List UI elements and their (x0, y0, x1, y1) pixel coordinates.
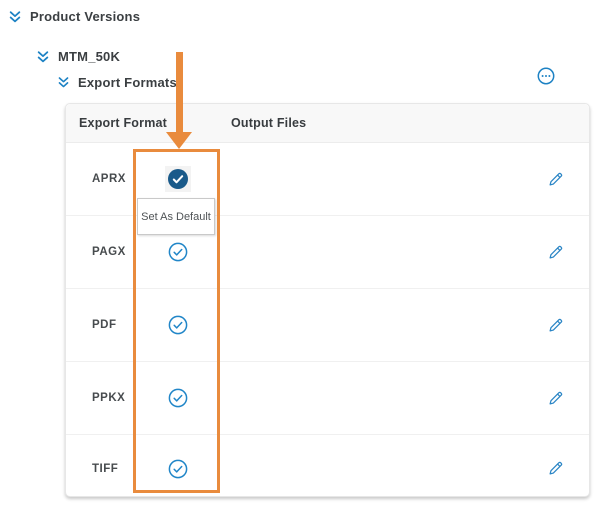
check-circle-outline-icon (168, 459, 188, 478)
pencil-icon (549, 391, 562, 404)
export-format-label: PPKX (92, 392, 126, 404)
ellipsis-circle-icon (537, 67, 555, 85)
table-row: TIFF (66, 434, 589, 502)
set-default-button[interactable] (165, 312, 191, 338)
edit-button[interactable] (544, 387, 566, 409)
edit-button[interactable] (544, 458, 566, 480)
tree-item-product-versions[interactable]: Product Versions (8, 9, 140, 24)
tree-label-product-versions: Product Versions (30, 9, 141, 24)
edit-button[interactable] (544, 241, 566, 263)
table-header: Export Format Output Files (66, 104, 589, 143)
check-circle-outline-icon (168, 315, 188, 335)
double-chevron-down-icon[interactable] (57, 76, 70, 89)
export-format-label: TIFF (92, 462, 119, 475)
table-row: PPKX (66, 361, 589, 434)
set-default-button[interactable] (165, 166, 191, 192)
export-format-label: APRX (92, 173, 126, 185)
export-format-label: PDF (92, 319, 117, 331)
edit-button[interactable] (544, 314, 566, 336)
column-header-export-format: Export Format (79, 116, 168, 130)
set-as-default-tooltip: Set As Default (137, 198, 215, 235)
tree-label-export-formats: Export Formats (78, 75, 177, 90)
set-default-button[interactable] (165, 239, 191, 265)
double-chevron-down-icon[interactable] (36, 50, 50, 64)
table-row: PDF (66, 288, 589, 361)
tree-item-mtm-50k[interactable]: MTM_50K (36, 49, 120, 64)
pencil-icon (549, 461, 562, 475)
table-row: APRX (66, 143, 589, 215)
table-row: PAGX (66, 215, 589, 288)
column-header-output-files: Output Files (231, 116, 307, 130)
set-default-button[interactable] (165, 456, 191, 482)
check-circle-outline-icon (168, 388, 188, 408)
check-circle-outline-icon (168, 242, 188, 262)
tree-item-export-formats[interactable]: Export Formats (57, 75, 177, 90)
check-circle-filled-icon (168, 169, 188, 189)
pencil-icon (549, 172, 562, 185)
edit-button[interactable] (544, 168, 566, 190)
double-chevron-down-icon[interactable] (8, 10, 22, 24)
tooltip-text: Set As Default (141, 210, 211, 223)
table-body: APRX PAGX (66, 143, 589, 502)
pencil-icon (549, 318, 562, 331)
more-options-button[interactable] (537, 67, 555, 85)
tree-label-mtm-50k: MTM_50K (58, 49, 121, 64)
pencil-icon (549, 245, 562, 258)
set-default-button[interactable] (165, 385, 191, 411)
export-formats-table: Export Format Output Files APRX (65, 103, 590, 497)
export-format-label: PAGX (92, 246, 126, 258)
